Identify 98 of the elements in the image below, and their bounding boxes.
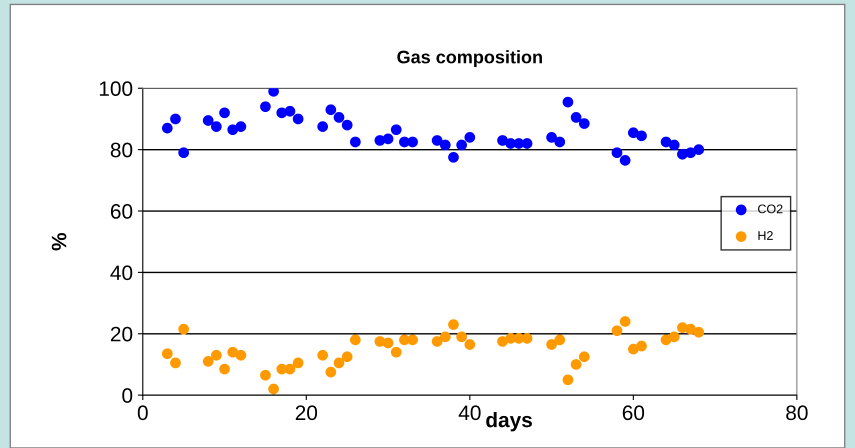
point bbox=[562, 374, 574, 386]
point bbox=[612, 325, 622, 336]
point bbox=[334, 358, 344, 368]
point bbox=[162, 348, 173, 360]
y-tick-label: 60 bbox=[110, 204, 132, 219]
point bbox=[546, 132, 557, 143]
y-tick-label: 20 bbox=[110, 326, 132, 342]
y-tick-label: 40 bbox=[110, 265, 132, 280]
point bbox=[350, 334, 361, 346]
point bbox=[522, 138, 532, 149]
point bbox=[546, 339, 557, 350]
x-tick-label: 40 bbox=[458, 405, 481, 420]
point bbox=[440, 140, 451, 150]
point bbox=[693, 326, 704, 338]
point bbox=[284, 106, 296, 117]
point bbox=[432, 336, 442, 347]
point bbox=[448, 319, 459, 330]
point bbox=[236, 350, 246, 361]
point bbox=[570, 112, 582, 123]
point bbox=[636, 130, 647, 142]
point bbox=[668, 140, 680, 150]
point bbox=[260, 370, 271, 381]
point bbox=[612, 147, 622, 158]
x-tick-label: 0 bbox=[138, 405, 148, 420]
point bbox=[390, 124, 402, 136]
point bbox=[636, 340, 647, 352]
point bbox=[211, 121, 222, 132]
point bbox=[219, 107, 230, 118]
point bbox=[456, 331, 467, 342]
point bbox=[325, 104, 336, 116]
x-tick-label: 60 bbox=[622, 405, 644, 420]
point bbox=[162, 122, 173, 134]
point bbox=[660, 334, 672, 346]
point bbox=[284, 364, 296, 374]
point bbox=[628, 344, 639, 354]
y-tick-label: 100 bbox=[100, 81, 132, 96]
point bbox=[522, 333, 532, 344]
point bbox=[268, 384, 279, 394]
point bbox=[382, 338, 394, 348]
point bbox=[464, 132, 476, 143]
point bbox=[456, 140, 467, 150]
point bbox=[407, 334, 418, 346]
point bbox=[668, 331, 680, 342]
point bbox=[554, 136, 566, 148]
point bbox=[178, 147, 190, 158]
point bbox=[448, 152, 459, 163]
point bbox=[432, 135, 442, 146]
point bbox=[334, 112, 344, 123]
point bbox=[685, 324, 696, 335]
point bbox=[440, 331, 451, 342]
point bbox=[570, 359, 582, 370]
point bbox=[202, 115, 214, 126]
y-tick-label: 80 bbox=[110, 142, 132, 158]
point bbox=[211, 350, 222, 361]
point bbox=[382, 134, 394, 144]
point bbox=[620, 155, 631, 166]
legend-label: H2 bbox=[758, 231, 773, 240]
point bbox=[325, 366, 336, 378]
point bbox=[342, 351, 353, 362]
point bbox=[677, 148, 688, 160]
point bbox=[407, 136, 418, 148]
x-tick-label: 80 bbox=[786, 405, 808, 420]
y-axis-title: % bbox=[52, 232, 66, 250]
point bbox=[562, 96, 574, 108]
point bbox=[292, 114, 304, 124]
legend-label: CO2 bbox=[758, 204, 782, 214]
point bbox=[628, 127, 639, 138]
point bbox=[578, 351, 590, 362]
point bbox=[578, 118, 590, 129]
point bbox=[497, 336, 508, 347]
point bbox=[685, 147, 696, 158]
point bbox=[178, 324, 190, 335]
point bbox=[693, 144, 704, 155]
point bbox=[227, 124, 238, 136]
x-axis-title: days bbox=[486, 412, 532, 432]
x-tick-label: 20 bbox=[296, 405, 318, 420]
point bbox=[236, 121, 246, 132]
point bbox=[342, 120, 353, 130]
point bbox=[260, 101, 271, 112]
y-tick-label: 0 bbox=[122, 388, 132, 403]
point bbox=[170, 358, 181, 368]
point bbox=[170, 114, 181, 124]
point bbox=[292, 358, 304, 368]
point bbox=[620, 316, 631, 327]
point bbox=[677, 322, 688, 333]
point bbox=[390, 346, 402, 358]
point bbox=[497, 135, 508, 146]
point bbox=[202, 356, 214, 367]
point bbox=[219, 364, 230, 374]
point bbox=[268, 88, 279, 97]
point bbox=[317, 350, 328, 361]
point bbox=[554, 334, 566, 346]
point bbox=[317, 121, 328, 132]
point bbox=[660, 136, 672, 148]
point bbox=[350, 136, 361, 148]
point bbox=[227, 346, 238, 358]
chart-title: Gas composition bbox=[397, 50, 542, 68]
point bbox=[464, 339, 476, 350]
